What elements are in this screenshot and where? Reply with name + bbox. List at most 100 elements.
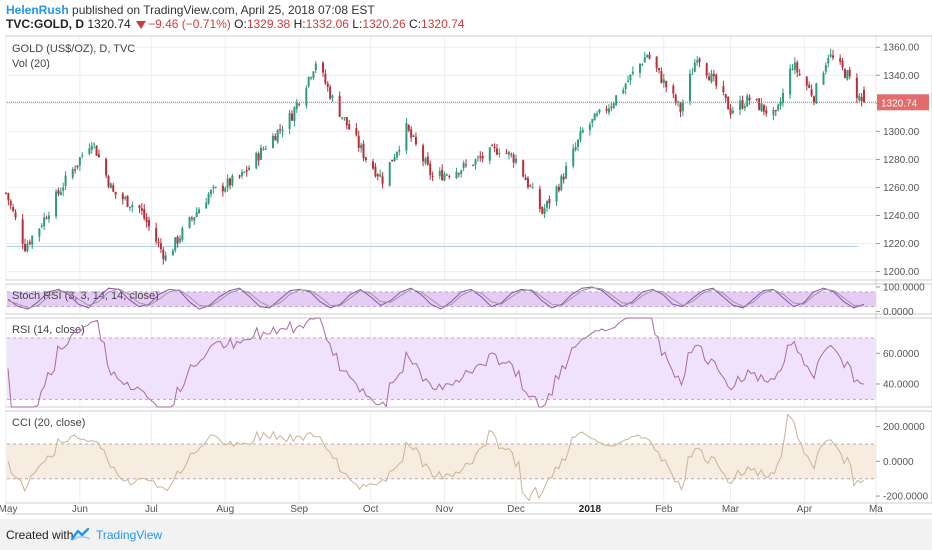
candle-body (529, 185, 532, 187)
candle-body (743, 106, 746, 109)
candle-body (498, 152, 501, 154)
low-value: 1320.26 (362, 17, 406, 31)
candle-body (81, 155, 84, 157)
candle-body (314, 63, 317, 71)
candle-body (629, 74, 632, 80)
candle-body (715, 74, 718, 86)
indicator-series-line (7, 287, 864, 309)
candle-body (762, 104, 765, 112)
candle-body (755, 98, 758, 100)
candle-body (345, 117, 348, 126)
candle-body (45, 218, 48, 220)
candle-body (481, 156, 484, 159)
candle-body (858, 95, 861, 101)
candle-body (722, 86, 725, 93)
down-triangle-icon (136, 20, 147, 29)
candle-body (38, 228, 41, 237)
volume-label: Vol (20) (12, 58, 50, 70)
candle-body (557, 186, 560, 191)
candle-body (374, 166, 377, 177)
publish-info: HelenRush published on TradingView.com, … (6, 3, 375, 18)
candle-body (839, 58, 842, 62)
candle-body (105, 158, 108, 176)
candle-body (646, 55, 649, 58)
candle-body (512, 154, 515, 163)
candle-body (260, 147, 263, 160)
candle-body (848, 69, 851, 77)
candle-body (789, 68, 792, 95)
candle-body (74, 169, 77, 171)
x-tick-label: Jun (72, 504, 88, 515)
candle-body (777, 104, 780, 111)
candle-body (226, 178, 229, 188)
candle-body (391, 159, 394, 162)
candle-body (262, 148, 265, 150)
candle-body (348, 124, 351, 130)
candle-body (441, 169, 444, 181)
candle-body (805, 76, 808, 86)
candle-body (593, 113, 596, 121)
candle-body (739, 100, 742, 110)
candle-body (364, 157, 367, 160)
candle-body (412, 135, 415, 137)
price-tick-label: 1340.00 (883, 71, 920, 82)
close-value: 1320.74 (421, 17, 465, 31)
candle-body (822, 73, 825, 85)
x-tick-label: Nov (436, 504, 454, 515)
last-value: 1320.74 (87, 17, 131, 31)
candle-body (305, 88, 308, 106)
indicator-series-line (7, 317, 865, 408)
candle-body (507, 151, 510, 155)
candle-body (746, 95, 749, 107)
candle-body (648, 54, 651, 59)
open-value: 1329.38 (246, 17, 291, 31)
candle-body (531, 187, 534, 189)
price-tick-label: 1220.00 (883, 239, 920, 250)
candle-body (159, 243, 162, 250)
candle-body (643, 57, 646, 63)
candle-body (40, 225, 43, 227)
candle-body (798, 73, 801, 75)
candle-body (155, 228, 158, 242)
candle-body (126, 195, 129, 207)
author-link[interactable]: HelenRush (6, 3, 69, 17)
candle-body (555, 186, 558, 202)
candle-body (464, 164, 467, 166)
candle-body (243, 171, 246, 173)
candle-body (808, 84, 811, 88)
candle-body (312, 71, 315, 78)
x-tick-label: Sep (290, 504, 308, 515)
candle-body (121, 193, 124, 200)
candle-body (14, 212, 17, 218)
candle-body (240, 172, 243, 176)
candle-body (460, 170, 463, 175)
candle-body (407, 124, 410, 131)
candle-body (855, 77, 858, 98)
candle-body (140, 208, 143, 212)
candle-body (379, 174, 382, 177)
candle-body (846, 70, 849, 80)
high-value: 1332.06 (305, 17, 349, 31)
tradingview-logo-icon[interactable] (70, 527, 92, 541)
candle-body (605, 108, 608, 111)
candle-body (138, 205, 141, 209)
candle-body (860, 96, 863, 102)
candle-body (109, 183, 112, 189)
chart-canvas[interactable]: May Jun Jul Aug Sep Oct Nov Dec 2018 Feb Mar Apr Ma 1… (0, 0, 932, 519)
candle-body (64, 175, 67, 187)
candle-body (307, 76, 310, 87)
candle-body (462, 162, 465, 169)
candle-body (274, 135, 277, 141)
symbol-label: TVC:GOLD, D (6, 17, 84, 31)
tradingview-brand-link[interactable]: TradingView (96, 528, 163, 542)
candle-body (360, 144, 363, 149)
candle-body (729, 108, 732, 115)
candle-body (622, 89, 625, 94)
high-label: H: (293, 17, 306, 31)
candle-body (505, 152, 508, 154)
candle-body (672, 85, 675, 94)
candle-body (290, 113, 294, 121)
candle-body (209, 190, 212, 195)
candle-body (76, 165, 79, 168)
candle-body (376, 174, 379, 177)
